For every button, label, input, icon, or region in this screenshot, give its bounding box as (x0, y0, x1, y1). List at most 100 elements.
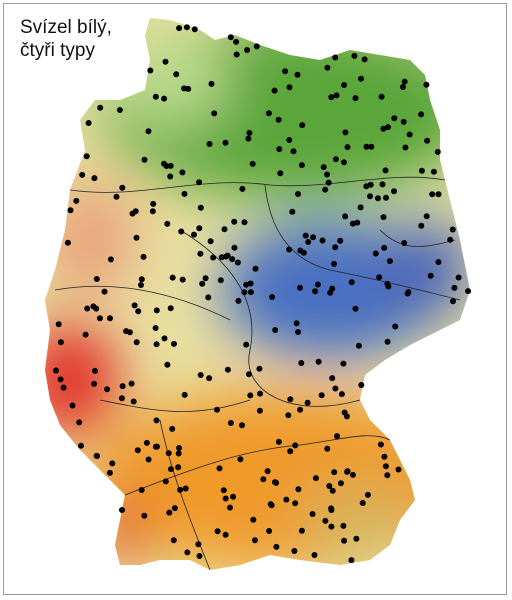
occurrence-dot (383, 194, 389, 201)
occurrence-dot (235, 297, 242, 304)
occurrence-dot (153, 307, 160, 314)
occurrence-dot (206, 375, 213, 382)
occurrence-dot (324, 445, 331, 452)
occurrence-dot (206, 141, 213, 147)
occurrence-dot (256, 407, 263, 414)
occurrence-dot (269, 294, 276, 300)
occurrence-dot (341, 537, 348, 544)
occurrence-dot (324, 64, 331, 71)
occurrence-dot (181, 190, 188, 197)
occurrence-dot (92, 367, 98, 374)
occurrence-dot (287, 448, 294, 455)
occurrence-dot (224, 252, 231, 259)
occurrence-dot (295, 486, 302, 493)
occurrence-dot (195, 541, 202, 548)
occurrence-dot (319, 237, 326, 244)
occurrence-dot (210, 254, 217, 261)
occurrence-dot (295, 191, 301, 197)
occurrence-dot (119, 383, 126, 390)
occurrence-dot (173, 71, 180, 78)
occurrence-dot (214, 528, 221, 535)
occurrence-dot (169, 425, 176, 432)
occurrence-dot (152, 93, 159, 100)
occurrence-dot (164, 361, 171, 368)
occurrence-dot (205, 294, 212, 301)
occurrence-dot (272, 327, 279, 333)
occurrence-dot (253, 43, 260, 50)
occurrence-dot (133, 234, 140, 241)
occurrence-dot (378, 93, 385, 100)
occurrence-dot (147, 67, 154, 74)
occurrence-dot (91, 380, 98, 387)
occurrence-dot (435, 259, 442, 265)
occurrence-dot (455, 274, 462, 281)
occurrence-dot (312, 475, 319, 482)
occurrence-dot (197, 204, 204, 211)
occurrence-dot (268, 502, 275, 509)
occurrence-dot (152, 325, 159, 331)
occurrence-dot (329, 375, 336, 382)
occurrence-dot (202, 275, 209, 282)
occurrence-dot (465, 288, 472, 295)
occurrence-dot (367, 181, 374, 188)
occurrence-dot (153, 341, 160, 348)
occurrence-dot (123, 328, 130, 335)
occurrence-dot (379, 181, 386, 188)
occurrence-dot (385, 124, 391, 131)
occurrence-dot (358, 75, 364, 82)
occurrence-dot (101, 288, 108, 295)
occurrence-dot (276, 146, 283, 153)
occurrence-dot (97, 104, 104, 111)
occurrence-dot (185, 85, 192, 92)
occurrence-dot (327, 289, 334, 296)
occurrence-dot (418, 111, 425, 118)
occurrence-dot (320, 164, 327, 171)
occurrence-dot (82, 331, 89, 338)
occurrence-dot (372, 250, 379, 257)
occurrence-dot (170, 537, 177, 544)
occurrence-dot (138, 487, 145, 493)
occurrence-dot (351, 52, 358, 59)
occurrence-dot (239, 422, 245, 429)
occurrence-dot (249, 160, 256, 167)
occurrence-dot (247, 289, 254, 296)
occurrence-dot (221, 226, 228, 233)
occurrence-dot (104, 386, 111, 393)
occurrence-dot (233, 38, 240, 45)
occurrence-dot (333, 92, 340, 99)
occurrence-dot (191, 231, 197, 238)
occurrence-dot (237, 456, 244, 463)
occurrence-dot (265, 110, 272, 117)
occurrence-dot (107, 315, 113, 322)
occurrence-dot (384, 338, 391, 345)
occurrence-dot (352, 95, 359, 102)
map-frame: Svízel bílý, čtyři typy (3, 3, 507, 595)
occurrence-dot (368, 143, 375, 150)
occurrence-dot (177, 486, 184, 493)
occurrence-dot (130, 398, 137, 405)
occurrence-dot (231, 244, 238, 251)
occurrence-dot (304, 399, 311, 406)
occurrence-dot (161, 160, 167, 167)
occurrence-dot (402, 144, 409, 151)
occurrence-dot (222, 139, 229, 146)
occurrence-dot (133, 339, 140, 346)
occurrence-dot (309, 511, 316, 517)
occurrence-dot (332, 156, 339, 163)
occurrence-dot (380, 125, 387, 132)
occurrence-dot (222, 531, 229, 538)
occurrence-dot (149, 208, 156, 215)
occurrence-dot (382, 463, 389, 470)
occurrence-dot (418, 167, 425, 174)
occurrence-dot (90, 303, 97, 310)
occurrence-dot (298, 527, 305, 534)
occurrence-dot (424, 137, 431, 144)
occurrence-dot (224, 366, 231, 373)
occurrence-dot (153, 417, 160, 424)
occurrence-dot (197, 372, 204, 378)
occurrence-dot (214, 406, 220, 413)
occurrence-dot (451, 284, 458, 291)
occurrence-dot (83, 153, 90, 160)
occurrence-dot (196, 553, 203, 559)
occurrence-dot (145, 128, 152, 135)
